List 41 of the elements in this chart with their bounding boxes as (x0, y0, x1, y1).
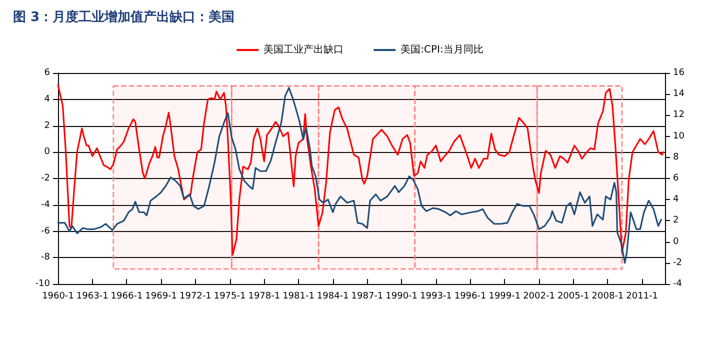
y2-tick-label: 8 (673, 152, 679, 162)
x-tick-label: 1984-1 (316, 292, 349, 302)
y-tick-label: -6 (41, 226, 50, 236)
x-tick-label: 1972-1 (179, 292, 212, 302)
x-tick-label: 1981-1 (282, 292, 314, 302)
x-tick-label: 1960-1 (42, 292, 74, 302)
y-tick-label: 6 (44, 68, 50, 78)
x-tick-label: 1969-1 (145, 292, 178, 302)
x-tick-label: 1993-1 (420, 292, 452, 302)
x-tick-label: 1987-1 (351, 292, 384, 302)
y-tick-label: 0 (44, 147, 50, 158)
x-tick-label: 2005-1 (557, 292, 590, 302)
y2-tick-label: 4 (673, 194, 679, 205)
y-tick-label: -10 (35, 279, 50, 289)
y-tick-label: -4 (41, 200, 50, 210)
legend-label: 美国工业产出缺口 (264, 44, 344, 56)
x-tick-label: 1966-1 (110, 292, 143, 302)
y-tick-label: 4 (44, 94, 50, 104)
y2-tick-label: 6 (673, 174, 679, 184)
y2-tick-label: 14 (673, 89, 685, 100)
y-tick-label: -8 (41, 252, 50, 263)
x-tick-label: 1999-1 (488, 292, 521, 302)
x-tick-label: 2011-1 (626, 292, 658, 302)
legend-label: 美国:CPI:当月同比 (400, 44, 484, 56)
x-tick-label: 1975-1 (214, 292, 246, 302)
x-tick-label: 1996-1 (454, 292, 486, 302)
y2-tick-label: 2 (673, 216, 679, 226)
chart-title: 图 3：月度工业增加值产出缺口：美国 (13, 9, 235, 25)
y2-tick-label: 12 (673, 110, 684, 120)
x-tick-label: 2008-1 (592, 292, 624, 302)
y2-tick-label: -2 (673, 258, 682, 268)
y2-tick-label: 16 (673, 68, 685, 78)
x-tick-label: 1978-1 (248, 292, 280, 302)
x-tick-label: 1990-1 (386, 292, 418, 302)
y-tick-label: 2 (44, 120, 50, 131)
y-tick-label: -2 (41, 174, 50, 184)
y2-tick-label: -4 (673, 279, 682, 289)
x-tick-label: 2002-1 (523, 292, 555, 302)
y2-tick-label: 10 (673, 131, 685, 142)
y2-tick-label: 0 (673, 236, 679, 247)
x-tick-label: 1963-1 (76, 292, 108, 302)
